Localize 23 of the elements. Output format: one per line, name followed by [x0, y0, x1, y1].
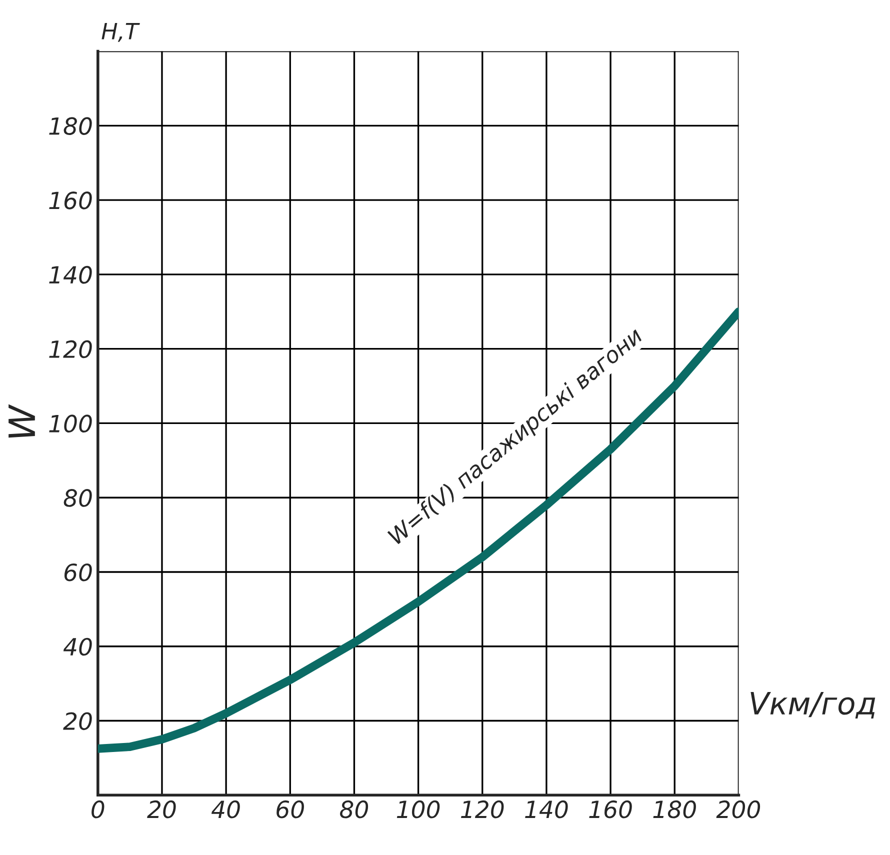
- x-tick-label: 200: [716, 800, 760, 818]
- y-tick-label: 120: [49, 340, 92, 358]
- y-axis-title: W: [8, 404, 35, 438]
- x-axis-title: Vкм/год: [750, 692, 876, 719]
- text: Н,Т: [102, 23, 140, 42]
- y-tick-label: 20: [63, 712, 92, 730]
- x-tick-label: 40: [211, 800, 240, 818]
- x-tick-label: 80: [340, 800, 368, 818]
- x-tick-label: 160: [589, 800, 632, 818]
- x-tick-label: 140: [525, 800, 568, 818]
- y-tick-label: 60: [64, 563, 92, 582]
- y-tick-label: 180: [49, 117, 92, 135]
- y-tick-label: 100: [49, 414, 92, 433]
- x-tick-label: 60: [276, 800, 304, 818]
- y-tick-label: 40: [63, 638, 92, 656]
- x-tick-label: 180: [653, 800, 696, 818]
- y-tick-label: 140: [49, 266, 92, 284]
- x-tick-label: 0: [92, 800, 104, 818]
- x-tick-label: 120: [461, 800, 504, 818]
- y-tick-label: 80: [64, 489, 92, 507]
- x-tick-label: 20: [147, 800, 176, 818]
- x-tick-label: 100: [396, 800, 440, 818]
- y-tick-label: 160: [49, 192, 92, 210]
